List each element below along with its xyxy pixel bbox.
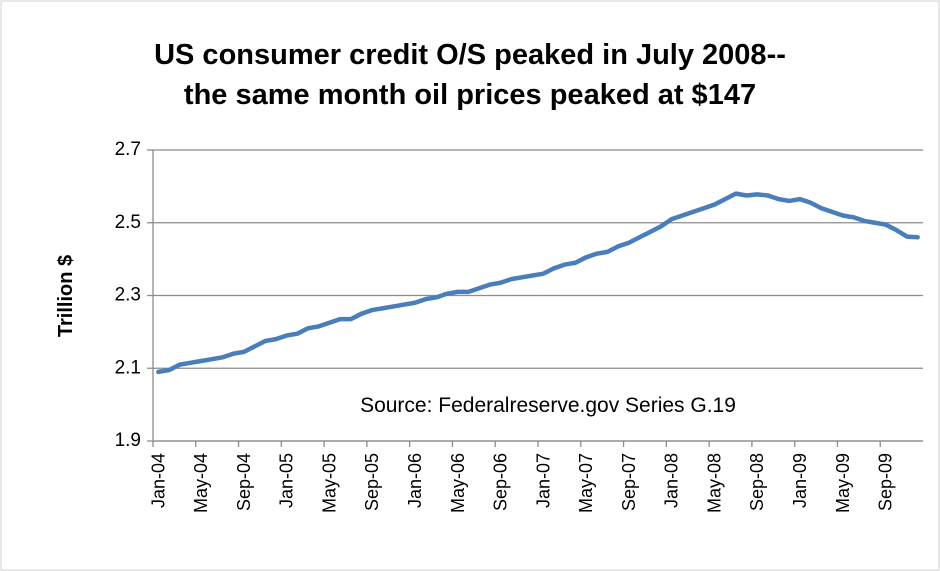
- x-tick-label: May-04: [191, 453, 211, 513]
- x-tick-label: Sep-06: [491, 453, 511, 511]
- y-tick-label: 2.1: [115, 357, 141, 378]
- annotation: Source: Federalreserve.gov Series G.19: [360, 394, 736, 417]
- x-tick-label: Sep-07: [619, 453, 639, 511]
- x-tick-label: May-05: [319, 453, 339, 513]
- x-tick-label: Jan-06: [405, 453, 425, 508]
- x-tick-label: Jan-07: [533, 453, 553, 508]
- x-tick-label: Sep-08: [747, 453, 767, 511]
- y-axis-label: Trillion $: [55, 255, 77, 337]
- y-tick-label: 1.9: [115, 430, 141, 451]
- chart-title: US consumer credit O/S peaked in July 20…: [154, 39, 786, 71]
- y-tick-label: 2.5: [115, 212, 141, 233]
- x-tick-label: May-06: [448, 453, 468, 513]
- x-tick-label: May-08: [704, 453, 724, 513]
- data-line: [156, 191, 920, 375]
- x-tick-label: Jan-05: [277, 453, 297, 508]
- chart-title: the same month oil prices peaked at $147: [184, 79, 756, 111]
- x-tick-label: Jan-09: [790, 453, 810, 508]
- x-tick-label: May-09: [833, 453, 853, 513]
- x-tick-label: May-07: [576, 453, 596, 513]
- y-tick-label: 2.3: [115, 285, 141, 306]
- x-tick-label: Jan-04: [148, 453, 168, 508]
- x-tick-label: Sep-05: [362, 453, 382, 511]
- x-tick-label: Jan-08: [662, 453, 682, 508]
- y-tick-label: 2.7: [115, 139, 141, 160]
- x-tick-label: Sep-04: [234, 453, 254, 511]
- x-tick-label: Sep-09: [876, 453, 896, 511]
